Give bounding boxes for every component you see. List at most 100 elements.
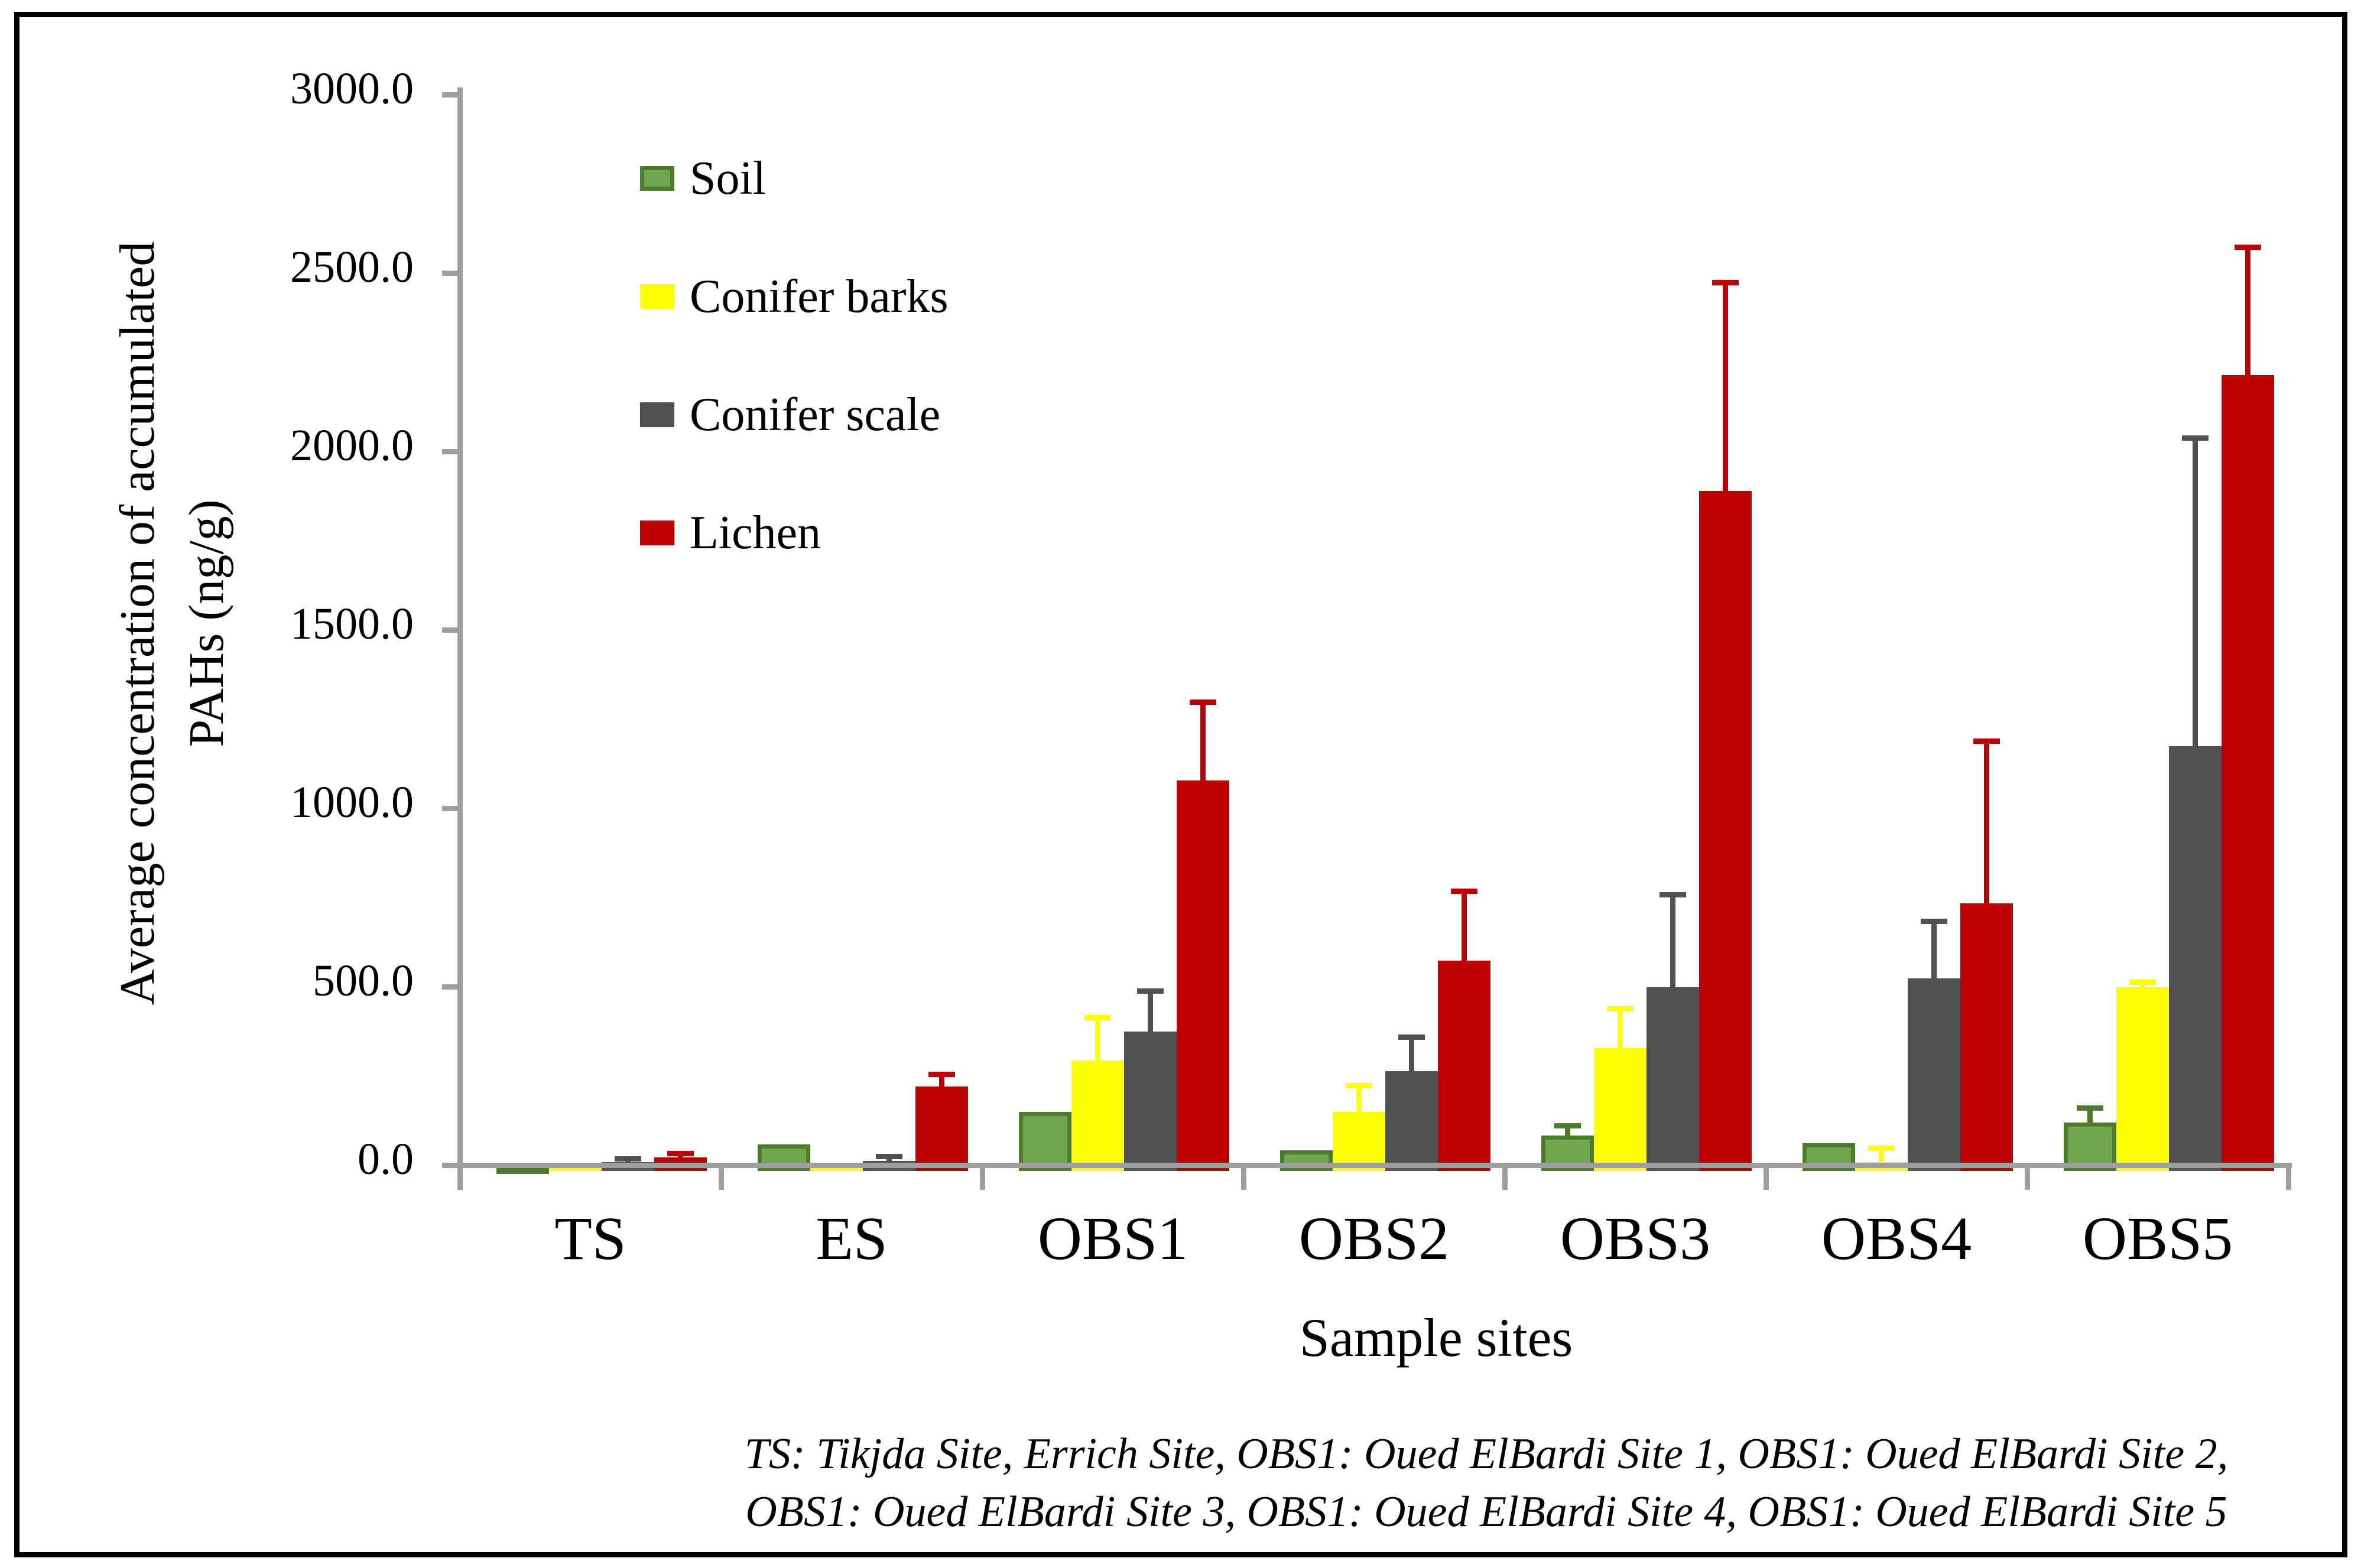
y-axis-tick xyxy=(442,984,458,990)
legend-item-conifer-barks: Conifer barks xyxy=(640,273,949,320)
error-bar-cap xyxy=(1607,1006,1633,1011)
error-bar-cap xyxy=(615,1156,641,1162)
caption-line1: TS: Tikjda Site, Errich Site, OBS1: Oued… xyxy=(744,1430,2229,1478)
legend-label: Conifer barks xyxy=(690,271,949,323)
bar-conifer-scale xyxy=(1908,978,1960,1171)
bar-soil xyxy=(1019,1112,1071,1171)
bar-lichen xyxy=(1438,961,1490,1171)
y-axis-line xyxy=(457,87,463,1188)
error-bar-whisker xyxy=(1670,894,1675,987)
error-bar-cap xyxy=(2129,980,2156,985)
error-bar-whisker xyxy=(1095,1017,1100,1060)
error-bar-whisker xyxy=(1356,1085,1362,1112)
bar-lichen xyxy=(1177,780,1229,1171)
error-bar-cap xyxy=(2077,1105,2103,1111)
y-tick-label: 0.0 xyxy=(358,1134,414,1184)
error-bar-cap xyxy=(2235,245,2261,250)
error-bar-whisker xyxy=(1723,282,1728,491)
x-axis-tick xyxy=(1241,1163,1246,1190)
error-bar-cap xyxy=(1712,280,1739,285)
x-axis-line xyxy=(444,1163,2292,1168)
legend-label: Lichen xyxy=(690,507,821,559)
x-axis-tick xyxy=(1764,1163,1769,1190)
x-axis-tick xyxy=(980,1163,985,1190)
error-bar-cap xyxy=(1190,700,1216,705)
error-bar-whisker xyxy=(2087,1108,2093,1123)
y-tick-label: 1000.0 xyxy=(290,778,414,827)
y-axis-tick xyxy=(442,271,458,276)
y-axis-title-line1: Average concentration of accumulated xyxy=(110,241,165,1006)
x-category-label-obs3: OBS3 xyxy=(1560,1205,1711,1273)
y-tick-label: 3000.0 xyxy=(290,64,414,113)
error-bar-whisker xyxy=(2193,438,2198,746)
legend-label: Soil xyxy=(690,152,766,204)
bar-lichen xyxy=(915,1086,968,1171)
y-axis-tick xyxy=(442,627,458,633)
legend-item-lichen: Lichen xyxy=(640,509,821,557)
error-bar-whisker xyxy=(1462,891,1467,961)
x-axis-tick xyxy=(1502,1163,1508,1190)
figure-caption: TS: Tikjda Site, Errich Site, OBS1: Oued… xyxy=(635,1425,2337,1541)
x-axis-tick xyxy=(719,1163,724,1190)
x-category-label-obs1: OBS1 xyxy=(1037,1205,1188,1273)
error-bar-whisker xyxy=(2245,247,2250,375)
legend-swatch-soil xyxy=(640,166,674,191)
y-axis-tick xyxy=(442,806,458,811)
y-tick-label: 2000.0 xyxy=(290,421,414,470)
x-axis-tick xyxy=(2286,1163,2291,1190)
y-tick-label: 2500.0 xyxy=(290,242,414,292)
y-axis-tick xyxy=(442,449,458,454)
error-bar-cap xyxy=(1868,1146,1895,1151)
error-bar-cap xyxy=(1921,919,1947,924)
bar-conifer-barks xyxy=(2116,987,2169,1171)
x-category-label-obs5: OBS5 xyxy=(2082,1205,2233,1273)
error-bar-cap xyxy=(2182,435,2209,441)
error-bar-whisker xyxy=(1409,1037,1414,1071)
error-bar-whisker xyxy=(1618,1009,1623,1048)
y-tick-label: 500.0 xyxy=(313,956,414,1006)
error-bar-whisker xyxy=(1148,991,1153,1032)
x-axis-title: Sample sites xyxy=(1299,1307,1573,1368)
legend-item-soil: Soil xyxy=(640,155,766,202)
error-bar-whisker xyxy=(1200,702,1206,780)
error-bar-whisker xyxy=(1931,921,1937,978)
error-bar-cap xyxy=(1398,1035,1425,1040)
error-bar-cap xyxy=(1973,739,2000,744)
x-category-label-ts: TS xyxy=(554,1205,626,1273)
y-axis-title-line2: PAHs (ng/g) xyxy=(179,499,234,747)
error-bar-whisker xyxy=(1879,1148,1884,1162)
error-bar-cap xyxy=(1084,1015,1111,1020)
bar-conifer-scale xyxy=(2169,746,2222,1171)
y-axis-tick xyxy=(442,92,458,97)
error-bar-whisker xyxy=(939,1074,944,1086)
bar-conifer-scale xyxy=(1124,1032,1177,1171)
x-category-label-obs2: OBS2 xyxy=(1298,1205,1450,1273)
error-bar-cap xyxy=(1659,892,1686,897)
legend-swatch-lichen xyxy=(640,521,674,545)
error-bar-cap xyxy=(876,1154,902,1159)
legend-label: Conifer scale xyxy=(690,389,941,441)
bar-conifer-barks xyxy=(1071,1060,1124,1171)
bar-lichen xyxy=(1699,491,1752,1171)
error-bar-cap xyxy=(928,1072,955,1077)
x-category-label-es: ES xyxy=(816,1205,888,1273)
error-bar-cap xyxy=(667,1151,694,1156)
bar-conifer-barks xyxy=(1333,1112,1385,1171)
caption-line2: OBS1: Oued ElBardi Site 3, OBS1: Oued El… xyxy=(745,1488,2227,1537)
y-axis-tick xyxy=(442,1163,458,1168)
bar-conifer-barks xyxy=(549,1168,602,1171)
bar-conifer-scale xyxy=(1646,987,1699,1171)
bar-lichen xyxy=(2222,375,2274,1171)
error-bar-cap xyxy=(1346,1083,1372,1088)
legend-swatch-conifer-scale xyxy=(640,402,674,427)
error-bar-cap xyxy=(1137,988,1164,994)
error-bar-cap xyxy=(1451,889,1477,894)
error-bar-cap xyxy=(1554,1123,1581,1128)
x-axis-tick xyxy=(2025,1163,2030,1190)
error-bar-whisker xyxy=(1565,1125,1570,1136)
bar-lichen xyxy=(1960,903,2013,1171)
bar-conifer-scale xyxy=(1385,1071,1438,1171)
legend-item-conifer-scale: Conifer scale xyxy=(640,391,940,438)
bar-conifer-barks xyxy=(1594,1048,1646,1171)
y-tick-label: 1500.0 xyxy=(290,599,414,649)
